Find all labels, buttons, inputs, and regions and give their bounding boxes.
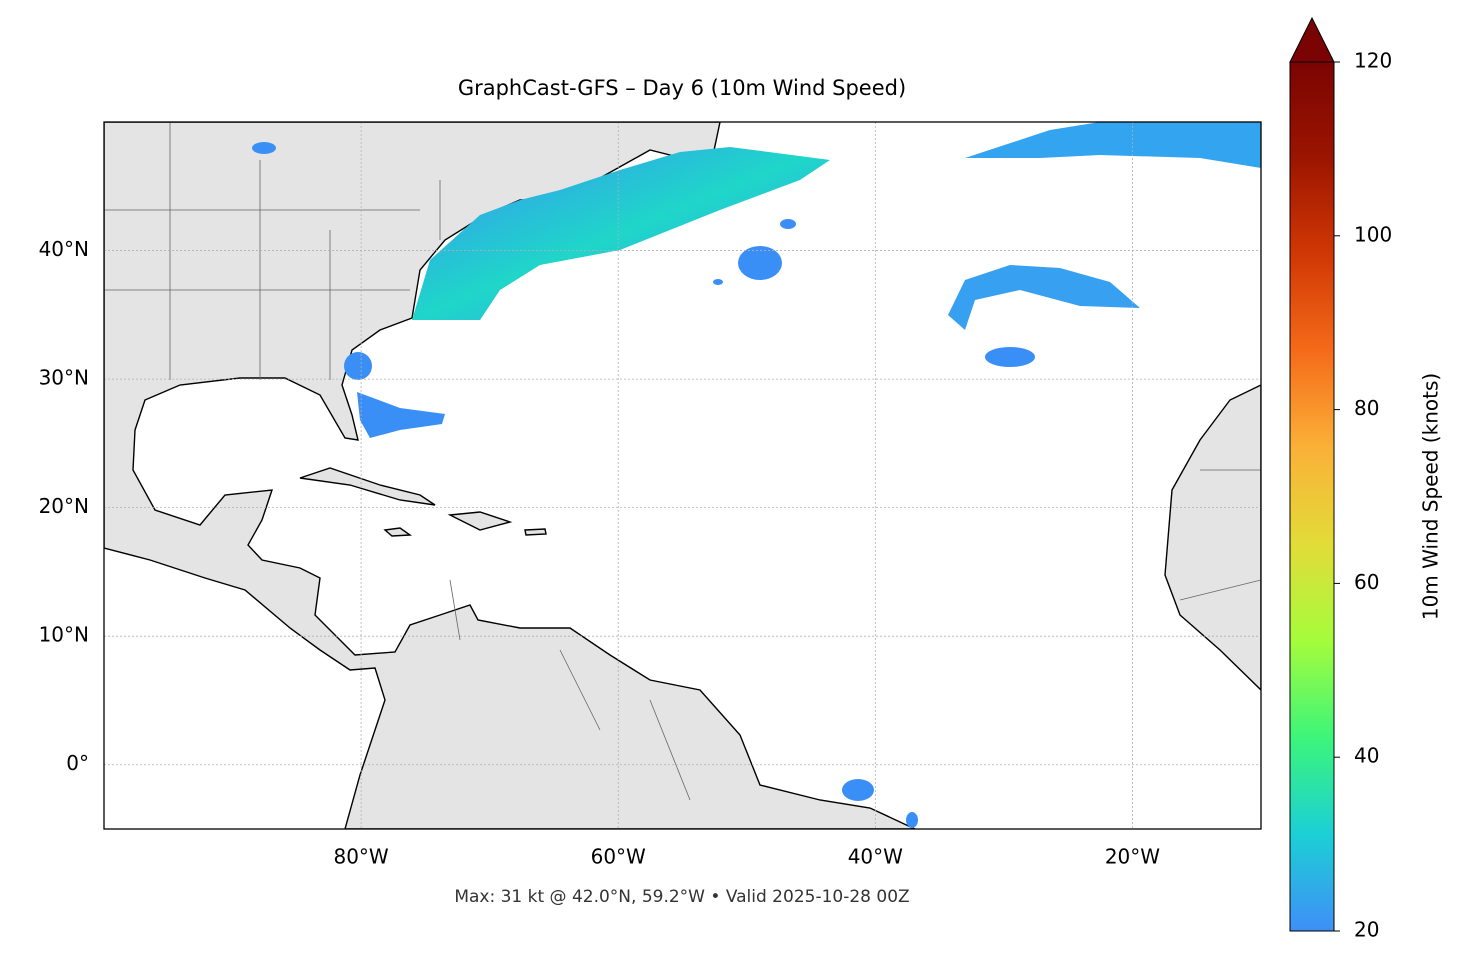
wind-area [344, 352, 372, 380]
cuba [299, 467, 436, 506]
colorbar-tick-label: 80 [1354, 396, 1379, 420]
wind-area [948, 265, 1140, 330]
y-tick-label: 30°N [39, 366, 89, 390]
wind-area [965, 122, 1261, 168]
grid [104, 122, 1261, 829]
wind-areas [252, 122, 1261, 828]
colorbar-extend [1289, 16, 1335, 63]
y-tick-label: 20°N [39, 494, 89, 518]
chart-title: GraphCast-GFS – Day 6 (10m Wind Speed) [458, 76, 906, 100]
africa [1164, 384, 1261, 691]
colorbar-tick-label: 120 [1354, 49, 1392, 73]
wind-area [738, 246, 782, 280]
x-tick-label: 40°W [848, 845, 903, 869]
x-tick-label: 60°W [591, 845, 646, 869]
x-tick-label: 80°W [333, 845, 388, 869]
y-tick-label: 0° [66, 751, 89, 775]
colorbar: 20 40 60 80 100 120 10m Wind Speed (knots) [1289, 16, 1443, 942]
wind-area [842, 779, 874, 801]
map [104, 122, 1261, 829]
jamaica [383, 527, 413, 537]
colorbar-tick-label: 20 [1354, 918, 1379, 942]
plot-frame [103, 121, 1262, 830]
colorbar-tick-label: 100 [1354, 222, 1392, 246]
americas [104, 122, 916, 829]
colorbar-scale [1289, 61, 1335, 932]
axes: 80°W 60°W 40°W 20°W 40°N 30°N 20°N 10°N 0° [39, 237, 1161, 868]
wind-area [412, 147, 830, 320]
colorbar-label: 10m Wind Speed (knots) [1419, 373, 1443, 620]
wind-area [780, 219, 796, 229]
wind-area [252, 142, 276, 154]
wind-area [713, 279, 723, 285]
wind-area [357, 392, 445, 438]
y-tick-label: 40°N [39, 237, 89, 261]
borders [104, 122, 1261, 801]
puerto-rico [524, 528, 547, 536]
y-tick-label: 10°N [39, 623, 89, 647]
colorbar-tick-label: 60 [1354, 570, 1379, 594]
x-tick-label: 20°W [1105, 845, 1160, 869]
footnote: Max: 31 kt @ 42.0°N, 59.2°W • Valid 2025… [454, 887, 909, 907]
wind-area [906, 812, 918, 828]
colorbar-tick-label: 40 [1354, 744, 1379, 768]
wind-area [985, 347, 1035, 367]
hispaniola [447, 511, 513, 531]
